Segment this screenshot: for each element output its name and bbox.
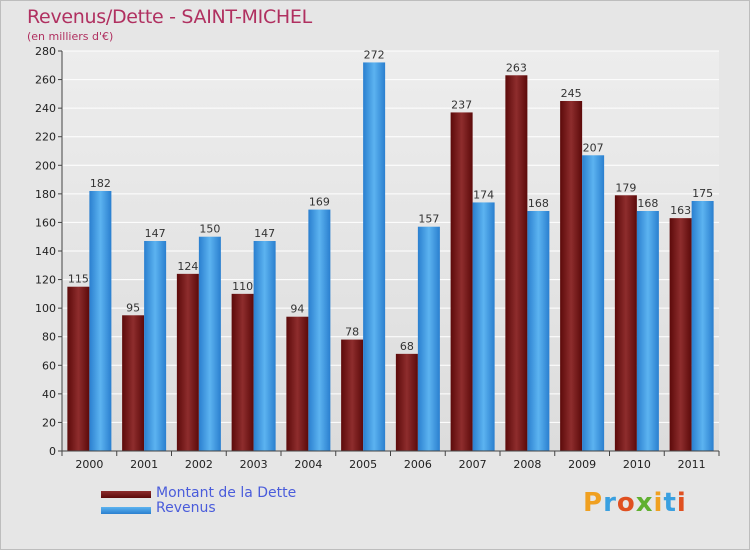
y-tick-label: 280 — [35, 45, 56, 58]
logo-letter: o — [616, 488, 636, 518]
data-label: 78 — [345, 326, 359, 339]
x-tick-label: 2002 — [185, 458, 213, 471]
y-tick-label: 0 — [49, 445, 56, 458]
y-tick-label: 200 — [35, 159, 56, 172]
data-label: 157 — [418, 213, 439, 226]
y-tick-label: 100 — [35, 302, 56, 315]
bar-dette — [341, 339, 364, 451]
data-label: 245 — [561, 87, 582, 100]
bar-dette — [286, 316, 309, 451]
data-label: 95 — [126, 301, 140, 314]
y-tick-label: 120 — [35, 274, 56, 287]
y-tick-label: 80 — [42, 331, 56, 344]
bar-dette — [614, 195, 637, 451]
bar-dette — [669, 218, 692, 451]
data-label: 175 — [692, 187, 713, 200]
legend-label-dette: Montant de la Dette — [156, 485, 297, 501]
data-label: 168 — [528, 197, 549, 210]
bar-revenus — [472, 202, 495, 451]
data-label: 182 — [90, 177, 111, 190]
x-tick-label: 2000 — [75, 458, 103, 471]
x-tick-label: 2005 — [349, 458, 377, 471]
bar-dette — [231, 293, 254, 451]
data-label: 94 — [290, 303, 304, 316]
bar-revenus — [527, 211, 550, 451]
logo-letter: i — [653, 488, 664, 518]
x-tick-label: 2010 — [623, 458, 651, 471]
y-tick-label: 140 — [35, 245, 56, 258]
data-label: 110 — [232, 280, 253, 293]
data-label: 150 — [199, 223, 220, 236]
chart-subtitle: (en milliers d'€) — [27, 30, 114, 43]
data-label: 272 — [364, 48, 385, 61]
bar-dette — [67, 286, 90, 451]
bar-revenus — [363, 62, 386, 452]
y-tick-label: 240 — [35, 102, 56, 115]
data-label: 179 — [615, 181, 636, 194]
x-tick-label: 2006 — [404, 458, 432, 471]
logo-letter: x — [635, 488, 654, 518]
data-label: 263 — [506, 61, 527, 74]
x-tick-label: 2009 — [568, 458, 596, 471]
y-tick-label: 20 — [42, 416, 56, 429]
bar-dette — [450, 112, 473, 451]
logo-letter: i — [676, 488, 687, 518]
bar-dette — [122, 315, 145, 451]
y-tick-label: 60 — [42, 359, 56, 372]
legend-swatch-revenus — [101, 507, 151, 514]
data-label: 124 — [177, 260, 198, 273]
bar-revenus — [636, 211, 659, 451]
chart-title: Revenus/Dette - SAINT-MICHEL — [27, 6, 312, 28]
x-tick-label: 2011 — [678, 458, 706, 471]
proxiti-logo: Proxiti — [583, 488, 687, 518]
y-tick-label: 160 — [35, 216, 56, 229]
y-tick-label: 40 — [42, 388, 56, 401]
data-label: 147 — [145, 227, 166, 240]
logo-letter: P — [583, 488, 604, 518]
bar-revenus — [144, 241, 167, 451]
bar-dette — [505, 75, 528, 452]
bar-dette — [560, 101, 583, 451]
x-tick-label: 2008 — [513, 458, 541, 471]
legend-label-revenus: Revenus — [156, 500, 216, 516]
data-label: 147 — [254, 227, 275, 240]
logo-letter: t — [663, 488, 677, 518]
bar-revenus — [198, 236, 221, 451]
y-tick-label: 260 — [35, 74, 56, 87]
bar-revenus — [417, 226, 440, 451]
y-tick-label: 180 — [35, 188, 56, 201]
bar-revenus — [253, 241, 276, 451]
bar-revenus — [691, 201, 714, 451]
legend-swatch-dette — [101, 491, 151, 498]
y-tick-label: 220 — [35, 131, 56, 144]
logo-letter: r — [603, 488, 617, 518]
x-tick-label: 2001 — [130, 458, 158, 471]
bar-revenus — [308, 209, 331, 451]
data-label: 237 — [451, 98, 472, 111]
data-label: 115 — [68, 273, 89, 286]
bar-revenus — [582, 155, 605, 452]
data-label: 163 — [670, 204, 691, 217]
bar-dette — [395, 353, 418, 451]
x-tick-label: 2004 — [294, 458, 322, 471]
data-label: 168 — [637, 197, 658, 210]
bar-revenus — [89, 191, 112, 451]
data-label: 207 — [583, 141, 604, 154]
data-label: 169 — [309, 196, 330, 209]
data-label: 68 — [400, 340, 414, 353]
x-tick-label: 2007 — [459, 458, 487, 471]
bar-dette — [176, 273, 199, 451]
x-tick-label: 2003 — [240, 458, 268, 471]
data-label: 174 — [473, 188, 494, 201]
